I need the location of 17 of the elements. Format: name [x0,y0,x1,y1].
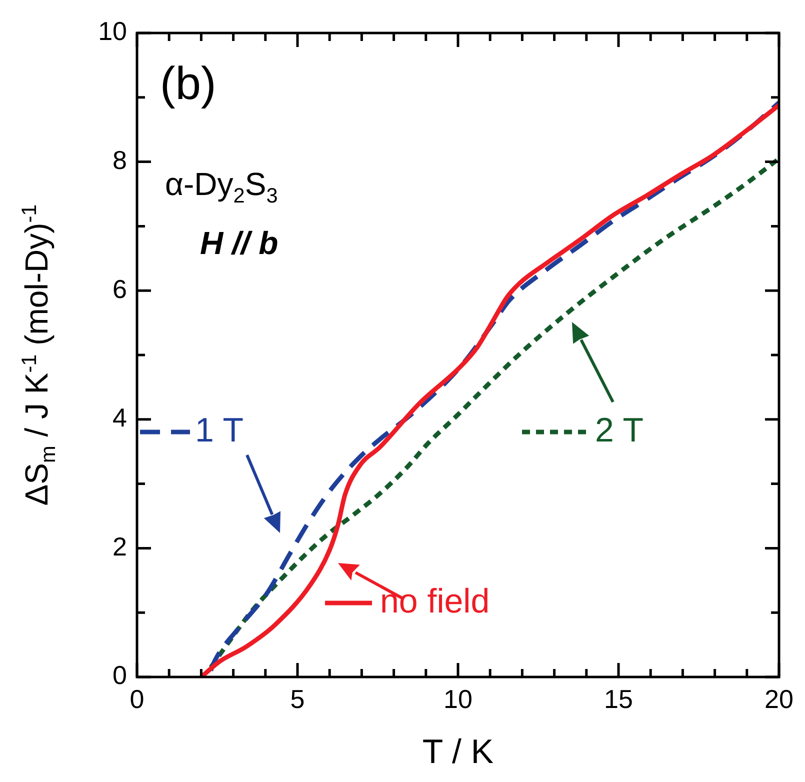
x-axis-title: T / K [422,733,494,771]
legend-label: no field [380,582,490,620]
annotation: α-Dy$_{2}$S$_{3}$ [165,166,278,208]
x-tick-label: 20 [764,684,794,714]
y-tick-label: 6 [112,274,127,304]
legend-label: 1 T [195,411,244,450]
y-tick-label: 4 [112,402,127,433]
y-tick-label: 2 [112,531,127,562]
x-tick-label: 15 [604,684,633,714]
annotation: H // b [200,225,278,261]
x-tick-label: 10 [444,684,472,714]
y-tick-label: 0 [112,660,127,690]
x-tick-label: 5 [290,684,305,714]
annotation: (b) [160,57,216,109]
y-tick-label: 8 [112,144,127,175]
legend-label: 2 T [595,411,644,450]
y-tick-label: 10 [98,16,127,46]
